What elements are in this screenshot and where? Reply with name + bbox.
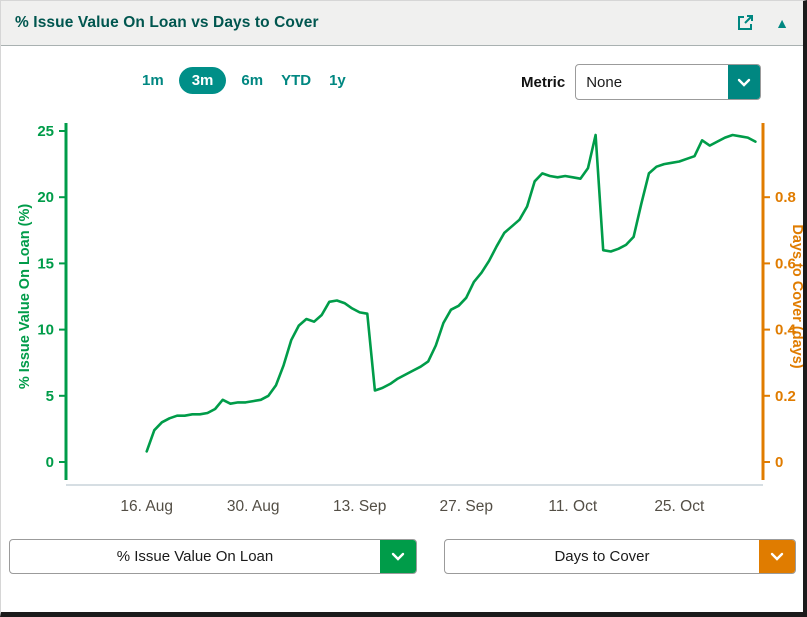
svg-text:13. Sep: 13. Sep: [333, 498, 386, 515]
svg-text:5: 5: [46, 388, 54, 405]
range-button[interactable]: 3m: [178, 67, 227, 94]
right-axis: 0 0.2 0.4 0.6 0.8 Days to Cover (days): [761, 123, 804, 480]
svg-text:0.8: 0.8: [775, 189, 796, 206]
open-in-new-window-icon[interactable]: [735, 13, 755, 33]
svg-text:11. Oct: 11. Oct: [548, 498, 598, 515]
header-icons: ▲: [735, 13, 789, 33]
svg-text:10: 10: [37, 322, 54, 339]
chevron-down-icon[interactable]: [728, 65, 761, 99]
metric-dropdown-value: None: [586, 73, 623, 91]
widget-title: % Issue Value On Loan vs Days to Cover: [15, 14, 319, 31]
left-axis: 0 5 10 15 20 25 % Issue Value On Loan (%): [17, 123, 68, 480]
x-axis-labels: 16. Aug 30. Aug 13. Sep 27. Sep 11. Oct 25. O…: [120, 498, 705, 515]
series-line: [145, 133, 757, 453]
svg-text:25: 25: [37, 123, 54, 140]
svg-text:25. Oct: 25. Oct: [654, 498, 705, 515]
chevron-down-icon[interactable]: [380, 540, 416, 573]
svg-text:30. Aug: 30. Aug: [227, 498, 280, 515]
metric-dropdown[interactable]: None: [575, 64, 762, 100]
svg-text:0.4: 0.4: [775, 322, 797, 339]
range-button[interactable]: 1m: [139, 68, 167, 93]
metric-control: Metric None: [521, 64, 762, 100]
svg-text:27. Sep: 27. Sep: [440, 498, 493, 515]
left-series-label: % Issue Value On Loan: [116, 548, 274, 565]
metric-label: Metric: [521, 73, 566, 91]
svg-text:0: 0: [46, 454, 54, 471]
widget-header: % Issue Value On Loan vs Days to Cover ▲: [1, 1, 803, 46]
range-button[interactable]: YTD: [278, 68, 314, 93]
svg-text:0.6: 0.6: [775, 255, 796, 272]
range-button[interactable]: 6m: [238, 68, 266, 93]
right-axis-title: Days to Cover (days): [789, 224, 804, 368]
collapse-panel-icon[interactable]: ▲: [775, 15, 789, 31]
left-axis-series-dropdown[interactable]: % Issue Value On Loan: [9, 539, 417, 574]
svg-text:0.2: 0.2: [775, 388, 796, 405]
svg-text:20: 20: [37, 189, 54, 206]
svg-text:0: 0: [775, 454, 783, 471]
left-axis-title: % Issue Value On Loan (%): [17, 204, 33, 389]
range-button[interactable]: 1y: [326, 68, 349, 93]
right-axis-series-dropdown[interactable]: Days to Cover: [444, 539, 796, 574]
right-series-label: Days to Cover: [554, 548, 650, 565]
chevron-down-icon[interactable]: [759, 540, 795, 573]
svg-text:16. Aug: 16. Aug: [120, 498, 173, 515]
time-range-group: 1m 3m 6m YTD 1y: [139, 67, 349, 94]
svg-text:15: 15: [37, 255, 54, 272]
